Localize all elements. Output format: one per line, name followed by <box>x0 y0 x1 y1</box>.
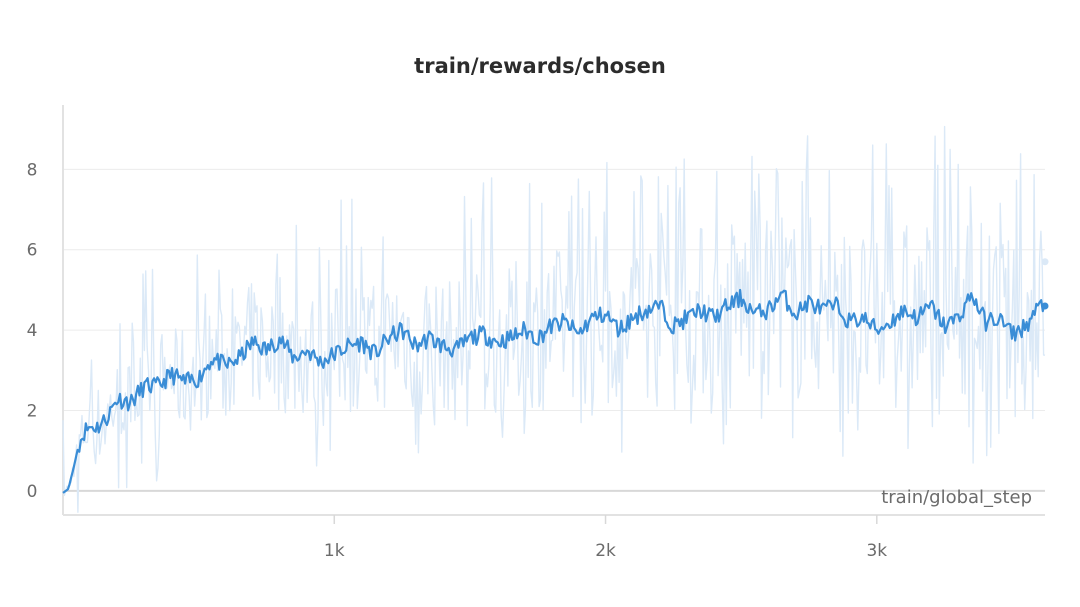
x-axis-label: train/global_step <box>881 487 1032 508</box>
raw-series-end-point <box>1041 258 1049 266</box>
smoothed-series-line <box>62 288 1046 494</box>
x-tick-label: 3k <box>866 541 887 561</box>
y-tick-label: 0 <box>27 482 38 502</box>
raw-series-line <box>62 125 1046 513</box>
y-tick-label: 2 <box>27 401 38 421</box>
y-tick-label: 4 <box>27 321 38 341</box>
y-tick-label: 8 <box>27 160 38 180</box>
smoothed-series-end-point <box>1041 302 1049 310</box>
x-tick-label: 2k <box>595 541 616 561</box>
x-tick-label: 1k <box>324 541 345 561</box>
chart-title: train/rewards/chosen <box>414 54 666 78</box>
y-tick-label: 6 <box>27 241 38 261</box>
